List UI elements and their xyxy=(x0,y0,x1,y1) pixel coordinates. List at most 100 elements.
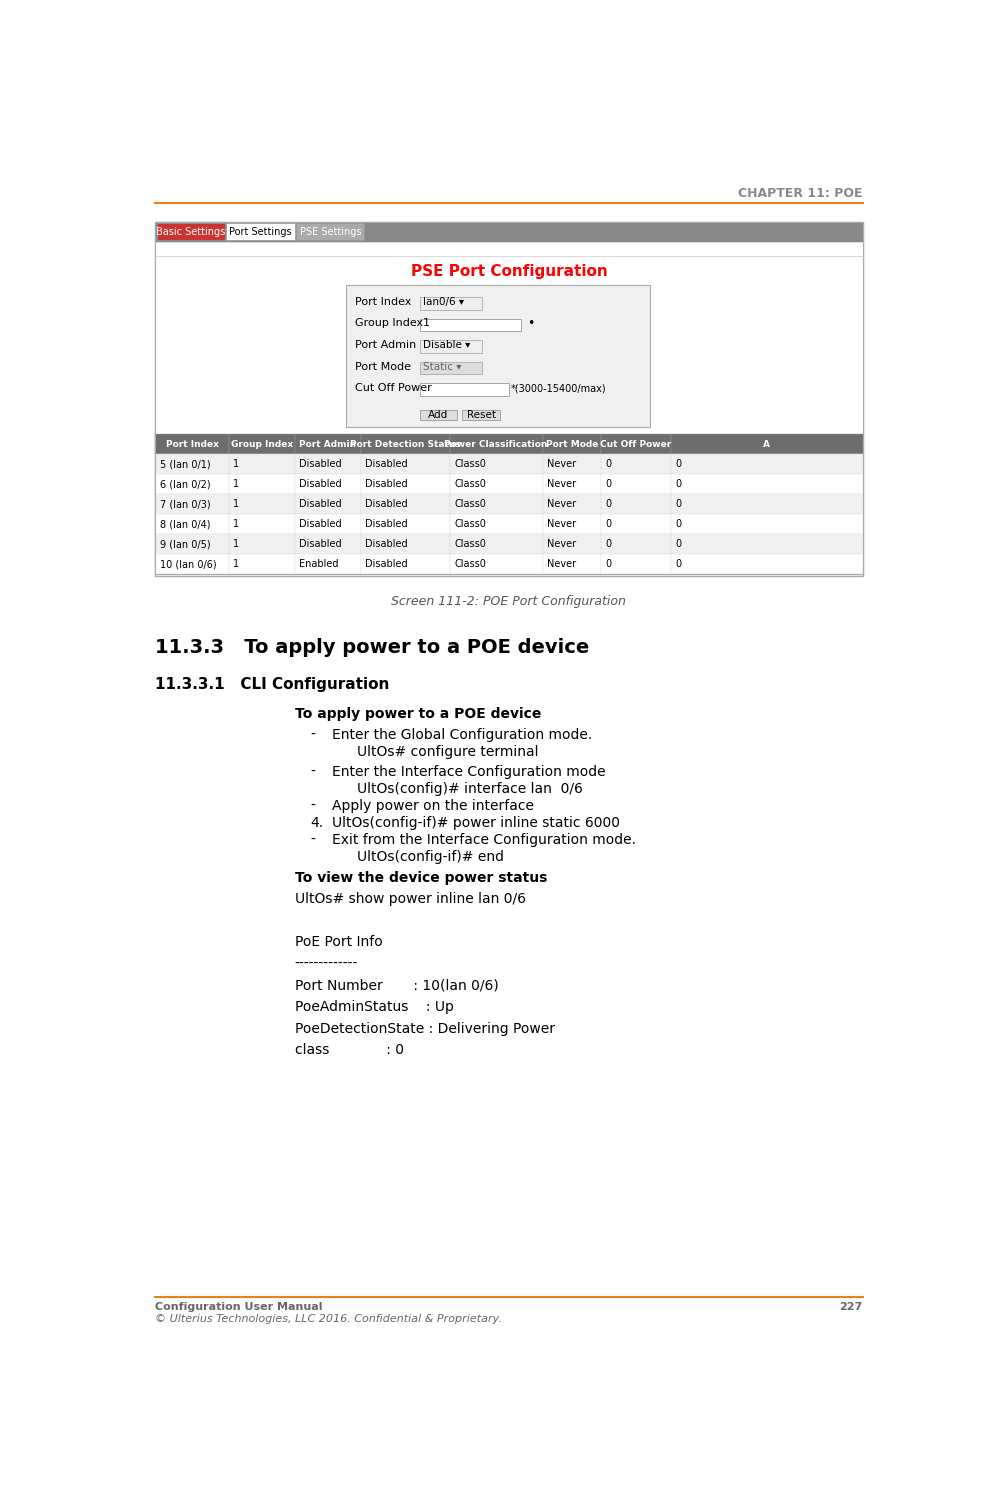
Text: Port Admin: Port Admin xyxy=(355,339,417,350)
Bar xyxy=(450,514,542,534)
Text: 1: 1 xyxy=(233,480,239,489)
Text: Never: Never xyxy=(547,540,576,549)
Text: UltOs# configure terminal: UltOs# configure terminal xyxy=(356,746,538,759)
Bar xyxy=(601,555,670,574)
Text: To apply power to a POE device: To apply power to a POE device xyxy=(295,707,541,721)
Bar xyxy=(360,495,450,514)
Text: Class0: Class0 xyxy=(454,519,487,529)
Text: © Ulterius Technologies, LLC 2016. Confidential & Proprietary.: © Ulterius Technologies, LLC 2016. Confi… xyxy=(155,1314,502,1325)
Text: 1: 1 xyxy=(233,540,239,549)
Bar xyxy=(670,495,863,514)
Text: Class0: Class0 xyxy=(454,480,487,489)
Text: Port Settings: Port Settings xyxy=(229,227,292,236)
Bar xyxy=(360,514,450,534)
Text: Port Index: Port Index xyxy=(166,440,218,448)
Text: Disabled: Disabled xyxy=(365,459,408,469)
Text: 1: 1 xyxy=(233,559,239,570)
Bar xyxy=(228,434,295,454)
Text: Port Admin: Port Admin xyxy=(299,440,356,448)
Bar xyxy=(295,514,360,534)
Text: Disabled: Disabled xyxy=(299,519,342,529)
Text: Never: Never xyxy=(547,519,576,529)
Text: 0: 0 xyxy=(675,459,681,469)
Text: UltOs(config-if)# end: UltOs(config-if)# end xyxy=(356,851,503,864)
Text: Static ▾: Static ▾ xyxy=(423,362,462,372)
Text: Port Detection Status: Port Detection Status xyxy=(350,440,461,448)
Text: PSE Port Configuration: PSE Port Configuration xyxy=(410,263,608,278)
Text: UltOs(config-if)# power inline static 6000: UltOs(config-if)# power inline static 60… xyxy=(332,816,620,830)
Bar xyxy=(295,555,360,574)
Bar xyxy=(155,514,228,534)
Bar xyxy=(601,474,670,495)
Bar xyxy=(360,534,450,555)
Bar xyxy=(420,383,509,396)
Bar xyxy=(155,454,228,474)
Text: 0: 0 xyxy=(606,480,612,489)
Text: Port Number       : 10(lan 0/6): Port Number : 10(lan 0/6) xyxy=(295,979,498,993)
Text: 0: 0 xyxy=(606,559,612,570)
Bar xyxy=(420,341,482,353)
Text: UltOs# show power inline lan 0/6: UltOs# show power inline lan 0/6 xyxy=(295,893,525,906)
Text: class             : 0: class : 0 xyxy=(295,1044,403,1057)
Bar xyxy=(228,514,295,534)
Text: -: - xyxy=(310,728,315,743)
Bar xyxy=(542,454,601,474)
Text: 1: 1 xyxy=(233,459,239,469)
Text: 10 (lan 0/6): 10 (lan 0/6) xyxy=(160,559,216,570)
Bar xyxy=(347,286,650,428)
Bar xyxy=(360,434,450,454)
Text: 0: 0 xyxy=(606,519,612,529)
Text: 0: 0 xyxy=(606,540,612,549)
Text: -: - xyxy=(310,765,315,779)
Text: 1: 1 xyxy=(233,519,239,529)
Bar xyxy=(296,223,364,241)
Bar xyxy=(450,495,542,514)
Text: 0: 0 xyxy=(675,480,681,489)
Bar xyxy=(542,555,601,574)
Bar xyxy=(226,223,295,241)
Bar xyxy=(542,474,601,495)
Text: Group Index: Group Index xyxy=(355,318,424,329)
Text: Disable ▾: Disable ▾ xyxy=(423,339,471,350)
Text: 8 (lan 0/4): 8 (lan 0/4) xyxy=(160,519,211,529)
Text: -: - xyxy=(310,833,315,848)
Bar xyxy=(450,474,542,495)
Bar xyxy=(155,474,228,495)
Text: 6 (lan 0/2): 6 (lan 0/2) xyxy=(160,480,211,489)
Text: Configuration User Manual: Configuration User Manual xyxy=(155,1302,323,1313)
Text: 1: 1 xyxy=(233,499,239,510)
Bar xyxy=(157,223,224,241)
Bar xyxy=(542,514,601,534)
Text: Enter the Global Configuration mode.: Enter the Global Configuration mode. xyxy=(332,728,592,743)
Bar xyxy=(155,221,863,576)
Bar xyxy=(228,454,295,474)
Text: To view the device power status: To view the device power status xyxy=(295,870,547,885)
Text: 227: 227 xyxy=(839,1302,863,1313)
Bar xyxy=(295,474,360,495)
Bar xyxy=(228,555,295,574)
Text: 0: 0 xyxy=(675,540,681,549)
Bar xyxy=(155,555,228,574)
Text: Disabled: Disabled xyxy=(299,459,342,469)
Text: Disabled: Disabled xyxy=(299,499,342,510)
Bar xyxy=(670,474,863,495)
Text: Disabled: Disabled xyxy=(365,519,408,529)
Text: Enter the Interface Configuration mode: Enter the Interface Configuration mode xyxy=(332,765,606,779)
Bar xyxy=(155,221,863,242)
Bar xyxy=(228,534,295,555)
Bar xyxy=(155,221,863,574)
Text: •: • xyxy=(526,317,534,330)
Text: PoeAdminStatus    : Up: PoeAdminStatus : Up xyxy=(295,1000,454,1014)
Bar xyxy=(450,555,542,574)
Bar xyxy=(601,534,670,555)
Bar xyxy=(670,454,863,474)
Text: 0: 0 xyxy=(675,559,681,570)
Text: Disabled: Disabled xyxy=(299,540,342,549)
Text: PoE Port Info: PoE Port Info xyxy=(295,936,382,949)
Bar xyxy=(601,454,670,474)
Bar xyxy=(155,534,228,555)
Bar xyxy=(542,534,601,555)
Text: Port Mode: Port Mode xyxy=(355,362,411,372)
Bar xyxy=(360,454,450,474)
Text: lan0/6 ▾: lan0/6 ▾ xyxy=(423,298,464,306)
